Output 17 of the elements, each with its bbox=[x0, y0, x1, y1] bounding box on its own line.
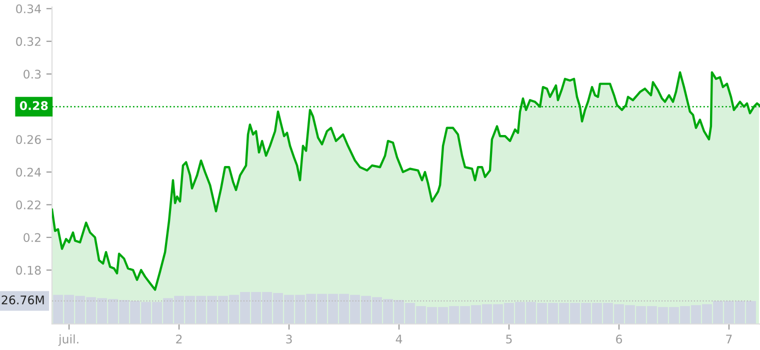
x-tick-label: juil. bbox=[58, 334, 78, 346]
y-tick-label: 0.3 bbox=[24, 70, 41, 79]
ref-line-label: 0.28 bbox=[20, 101, 48, 110]
annotation: 26.76M bbox=[2, 295, 44, 304]
x-tick-label: 6 bbox=[616, 334, 622, 344]
y-tick-label: 0.32 bbox=[16, 37, 40, 46]
x-tick-label: 5 bbox=[506, 334, 512, 344]
y-tick-label: 0.24 bbox=[16, 168, 41, 177]
y-tick-label: 0.2 bbox=[24, 233, 40, 242]
x-tick-label: 2 bbox=[176, 334, 182, 344]
x-tick-label: 3 bbox=[286, 334, 292, 344]
y-tick-label: 0.22 bbox=[16, 200, 40, 210]
y-tick-label: 0.34 bbox=[16, 4, 41, 14]
x-tick-label: 7 bbox=[726, 334, 732, 344]
y-tick-label: 0.18 bbox=[16, 266, 41, 275]
x-tick-label: 4 bbox=[396, 334, 402, 344]
y-tick-label: 0.26 bbox=[16, 135, 41, 144]
